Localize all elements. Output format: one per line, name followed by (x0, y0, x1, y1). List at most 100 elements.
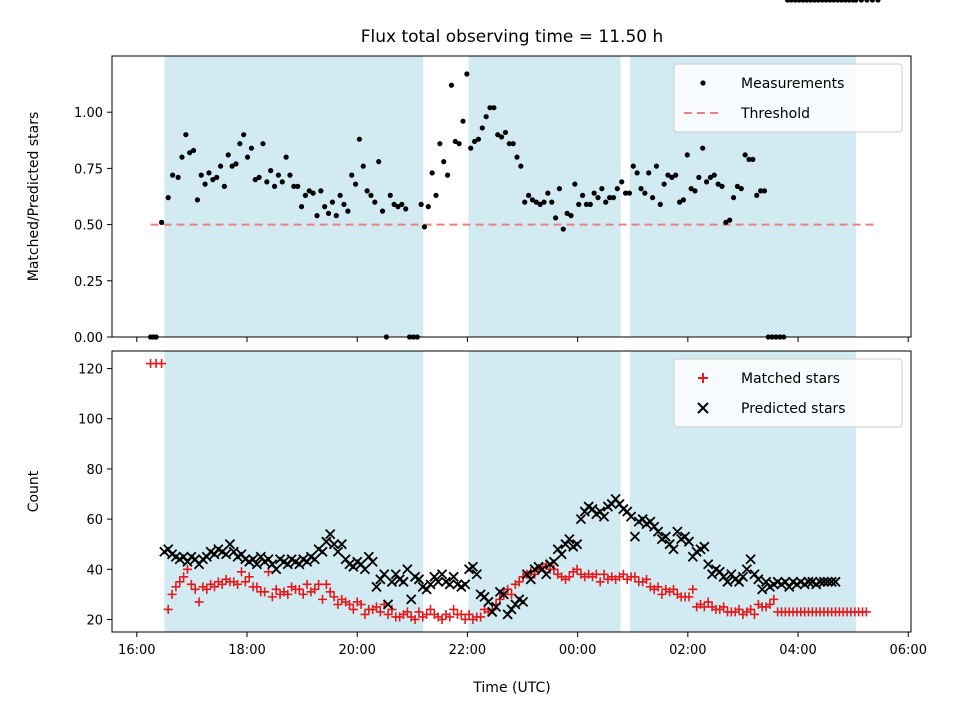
data-point (653, 582, 663, 592)
data-point (202, 181, 208, 187)
legend-label: Predicted stars (741, 401, 846, 417)
data-point (598, 511, 610, 522)
data-point (629, 531, 641, 542)
data-point (696, 174, 702, 180)
data-point (448, 571, 459, 582)
data-point (823, 0, 829, 3)
series-predicted-stars (160, 495, 841, 620)
data-point (214, 174, 220, 180)
data-point (827, 0, 833, 3)
data-point (548, 556, 560, 567)
data-point (225, 152, 231, 158)
data-point (719, 183, 725, 189)
data-point (861, 607, 871, 617)
y-tick-label: 80 (86, 463, 103, 478)
data-point (665, 172, 671, 178)
data-point (715, 181, 721, 187)
data-point (803, 576, 814, 587)
data-point (853, 0, 859, 3)
data-point (545, 190, 551, 196)
observing-interval (468, 56, 621, 337)
data-point (750, 609, 760, 619)
data-point (360, 163, 366, 169)
data-point (599, 186, 605, 192)
data-point (552, 215, 559, 221)
data-point (518, 163, 524, 169)
data-point (171, 582, 181, 592)
data-point (625, 511, 637, 522)
y-tick-label: 120 (78, 363, 103, 378)
data-point (838, 0, 845, 3)
data-point (198, 172, 204, 178)
data-point (444, 579, 455, 590)
data-point (846, 0, 852, 3)
data-point (352, 181, 359, 187)
observing-interval (468, 351, 621, 632)
data-point (341, 201, 347, 207)
data-point (325, 529, 336, 540)
data-point (387, 192, 393, 198)
data-point (490, 601, 502, 613)
y-tick-label: 0.75 (74, 162, 103, 177)
data-point (422, 609, 432, 619)
data-point (210, 177, 216, 183)
data-point (318, 188, 324, 194)
data-point (610, 195, 617, 201)
data-point (517, 596, 529, 608)
data-point (757, 188, 764, 194)
data-point (163, 604, 173, 614)
data-point (646, 170, 652, 176)
data-point (630, 572, 640, 582)
legend-box (673, 358, 903, 428)
data-point (449, 604, 459, 614)
data-point (271, 183, 278, 189)
data-point (237, 141, 243, 147)
data-point (321, 579, 331, 589)
data-point (244, 154, 251, 160)
data-point (224, 539, 236, 550)
x-tick-label: 18:00 (228, 643, 265, 658)
data-point (383, 609, 393, 619)
y-tick-label: 0.25 (74, 275, 103, 290)
data-point (753, 574, 764, 585)
data-point (699, 602, 709, 612)
data-point (364, 188, 370, 194)
data-point (727, 217, 733, 223)
data-point (349, 172, 355, 178)
data-point (402, 607, 412, 617)
legend-label: Threshold (740, 106, 810, 122)
data-point (298, 204, 305, 210)
data-point (572, 181, 578, 187)
data-point (433, 192, 439, 198)
data-point (190, 147, 197, 154)
data-point (187, 150, 193, 156)
data-point (437, 614, 447, 624)
data-point (864, 0, 870, 3)
data-point (765, 599, 775, 609)
data-point (669, 174, 675, 180)
data-point (275, 172, 282, 178)
data-point (692, 188, 698, 194)
y-tick-label: 1.00 (74, 106, 103, 121)
data-point (398, 576, 409, 587)
data-point (479, 125, 485, 131)
data-point (464, 609, 474, 619)
data-point (572, 564, 582, 574)
data-point (831, 0, 837, 3)
data-point (603, 199, 609, 205)
data-point (784, 0, 791, 3)
data-point (391, 201, 397, 207)
data-point (722, 576, 733, 587)
data-point (822, 576, 833, 587)
data-point (668, 544, 679, 555)
data-point (741, 564, 752, 575)
data-point (402, 564, 413, 575)
data-point (811, 0, 818, 3)
data-point (236, 567, 246, 577)
data-point (642, 190, 648, 196)
data-point (514, 154, 520, 160)
data-point (441, 159, 447, 165)
data-point (175, 174, 181, 180)
data-point (322, 204, 328, 210)
data-point (413, 574, 425, 585)
